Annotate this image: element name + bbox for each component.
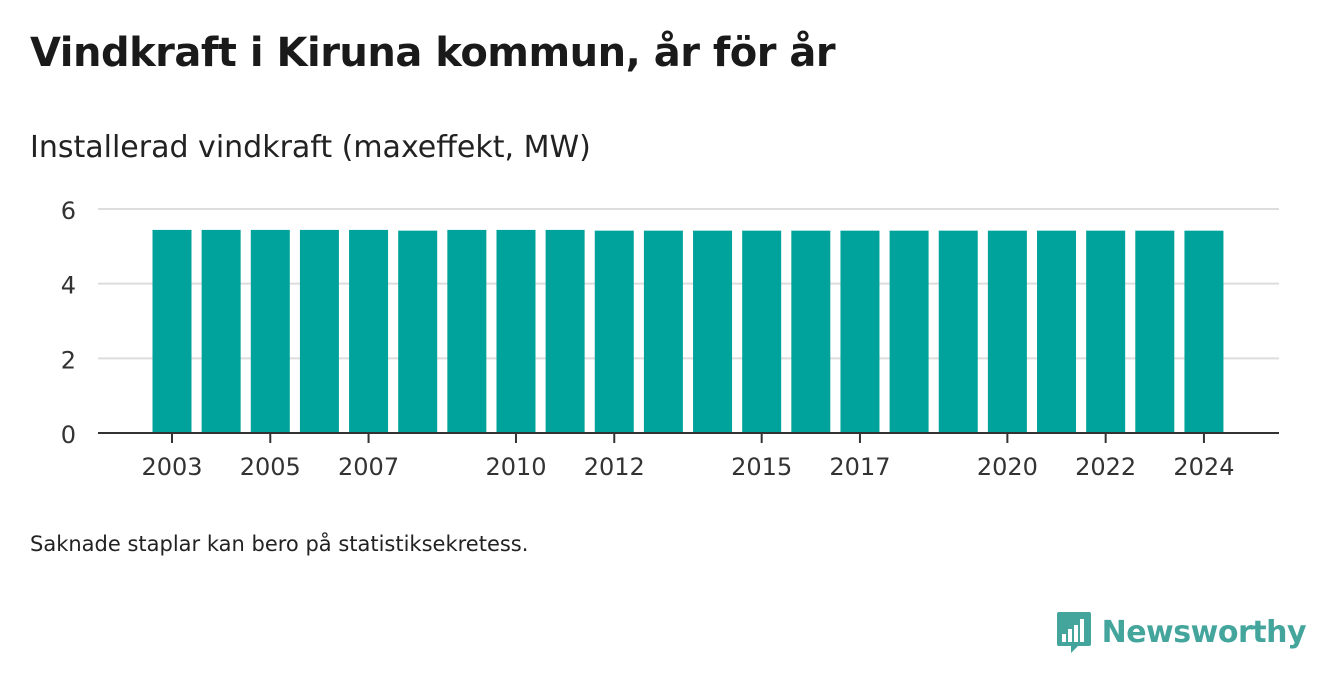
- bar-2023: [1135, 230, 1175, 433]
- x-tick-label: 2007: [338, 453, 399, 481]
- brand-logo: Newsworthy: [1056, 610, 1307, 654]
- bar-2020: [987, 230, 1027, 433]
- y-tick-label: 6: [61, 197, 76, 225]
- bar-2015: [742, 230, 782, 433]
- bar-2004: [201, 229, 241, 433]
- bar-2024: [1184, 230, 1224, 433]
- bar-2007: [349, 229, 389, 433]
- bar-2010: [496, 229, 536, 433]
- brand-name: Newsworthy: [1101, 614, 1307, 650]
- bar-2021: [1037, 230, 1077, 433]
- bar-2016: [791, 230, 831, 433]
- bar-chart: 0 2 4 6 2003 2005 2007 2010 2012 2015 2017 2020 2022…: [61, 197, 1279, 481]
- x-tick-label: 2005: [240, 453, 301, 481]
- x-tick-label: 2012: [584, 453, 645, 481]
- y-tick-label: 2: [61, 346, 76, 374]
- bar-2017: [840, 230, 880, 433]
- bar-2006: [299, 229, 339, 433]
- bar-2022: [1086, 230, 1126, 433]
- x-tick-label: 2022: [1075, 453, 1136, 481]
- bar-2018: [889, 230, 929, 433]
- bar-2009: [447, 229, 487, 433]
- bar-2003: [152, 229, 192, 433]
- y-tick-label: 0: [61, 421, 76, 449]
- x-tick-label: 2017: [829, 453, 890, 481]
- bar-2005: [250, 229, 290, 433]
- x-tick-label: 2010: [485, 453, 546, 481]
- bar-2011: [545, 229, 585, 433]
- bar-2013: [643, 230, 683, 433]
- x-tick-label: 2003: [141, 453, 202, 481]
- footnote: Saknade staplar kan bero på statistiksek…: [30, 532, 529, 556]
- bar-2012: [594, 230, 634, 433]
- y-tick-label: 4: [61, 272, 76, 300]
- x-tick-label: 2015: [731, 453, 792, 481]
- newsworthy-logo-icon: [1056, 612, 1091, 653]
- bar-2008: [398, 230, 438, 433]
- bar-2014: [693, 230, 733, 433]
- bar-2019: [938, 230, 978, 433]
- x-tick-label: 2020: [977, 453, 1038, 481]
- x-tick-label: 2024: [1173, 453, 1234, 481]
- chart-title: Vindkraft i Kiruna kommun, år för år: [30, 30, 836, 76]
- chart-subtitle: Installerad vindkraft (maxeffekt, MW): [30, 130, 591, 165]
